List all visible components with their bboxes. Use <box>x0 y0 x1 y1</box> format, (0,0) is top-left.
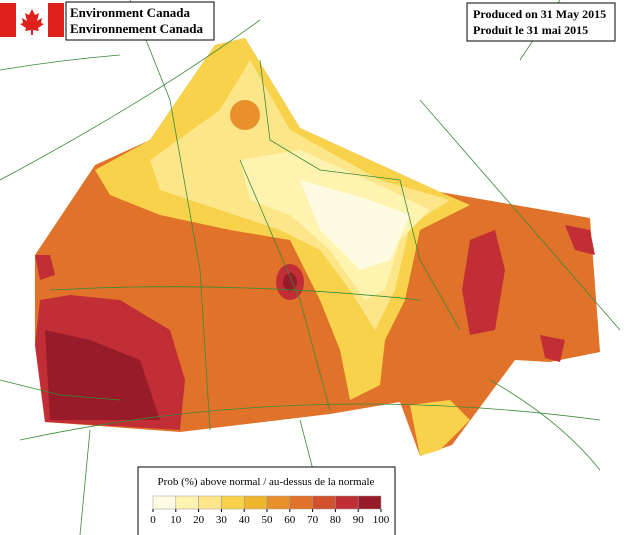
legend-tick-label: 90 <box>353 514 365 526</box>
legend-swatch <box>312 495 336 510</box>
legend-tick-label: 100 <box>373 514 390 526</box>
legend-tick-label: 30 <box>216 514 228 526</box>
legend-tick-label: 0 <box>150 514 156 526</box>
flag-bar <box>48 3 64 37</box>
maple-leaf <box>20 9 44 35</box>
legend-tick-label: 60 <box>284 514 296 526</box>
date-header: Produced on 31 May 2015 Produit le 31 ma… <box>466 2 616 42</box>
flag-bar <box>0 3 16 37</box>
legend-tick-label: 70 <box>307 514 319 526</box>
legend-tick-label: 20 <box>193 514 205 526</box>
legend-swatch <box>198 495 222 510</box>
agency-en: Environment Canada <box>70 5 191 20</box>
agency-fr: Environnement Canada <box>70 21 204 36</box>
legend-swatch <box>357 495 382 510</box>
legend-swatch <box>175 495 199 510</box>
legend-title: Prob (%) above normal / au-dessus de la … <box>158 476 375 488</box>
legend-tick-label: 50 <box>262 514 274 526</box>
legend-swatch <box>289 495 313 510</box>
legend-swatch <box>266 495 291 510</box>
legend-swatch <box>243 495 268 510</box>
legend-tick-label: 40 <box>239 514 251 526</box>
agency-box <box>65 1 215 41</box>
legend-swatch <box>221 495 245 510</box>
legend-swatch <box>335 495 359 510</box>
agency-header: Environment Canada Environnement Canada <box>0 0 215 41</box>
probability-field <box>35 38 600 456</box>
legend-swatch <box>152 495 177 510</box>
produced-fr: Produit le 31 mai 2015 <box>473 23 588 37</box>
date-box <box>466 2 616 42</box>
legend: Prob (%) above normal / au-dessus de la … <box>137 466 396 535</box>
legend-tick-label: 80 <box>330 514 342 526</box>
legend-tick-label: 10 <box>170 514 182 526</box>
produced-en: Produced on 31 May 2015 <box>473 7 606 21</box>
